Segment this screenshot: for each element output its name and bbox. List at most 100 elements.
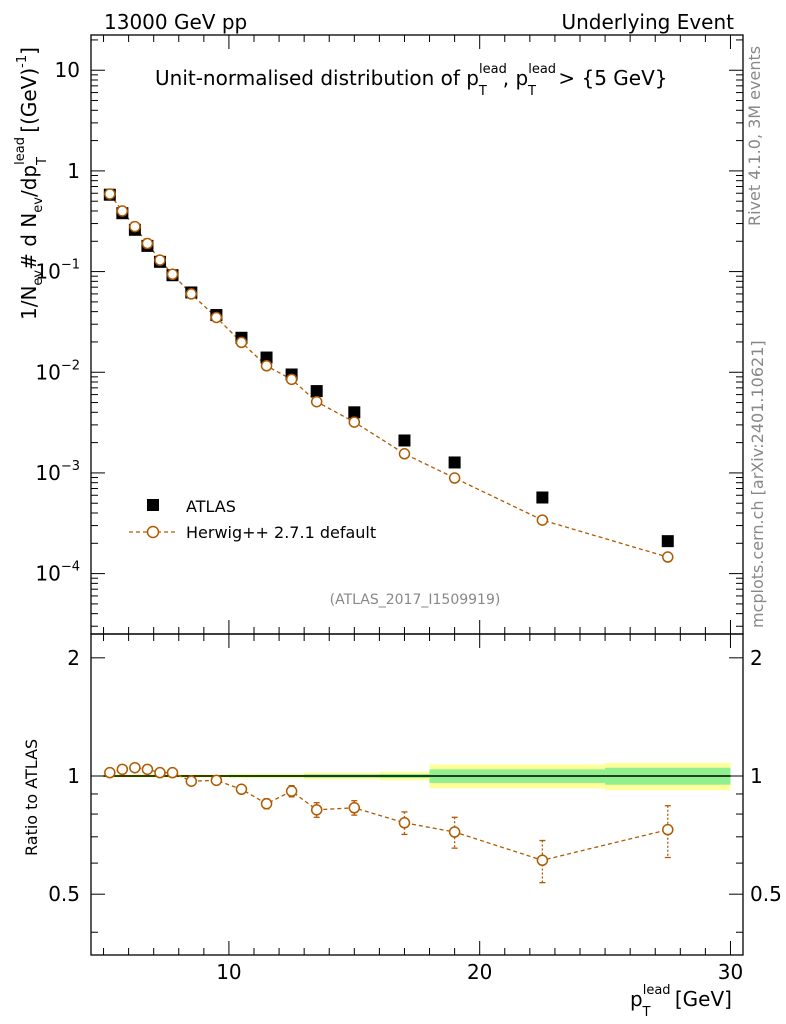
herwig-point bbox=[348, 416, 361, 428]
x-tick-label: 10 bbox=[216, 960, 241, 984]
rivet-label: Rivet 4.1.0, 3M events bbox=[745, 46, 764, 226]
ratio-herwig-point bbox=[260, 797, 273, 810]
main-y-tick-label: 10−1 bbox=[35, 258, 80, 284]
ratio-herwig-point bbox=[310, 804, 323, 816]
main-y-tick-label: 10−3 bbox=[35, 459, 80, 485]
herwig-point bbox=[260, 360, 273, 372]
ratio-herwig-point bbox=[536, 854, 549, 867]
herwig-point bbox=[310, 395, 323, 408]
ylabel-sup-exp: -1 bbox=[15, 55, 30, 68]
main-y-tick-label: 1 bbox=[67, 159, 80, 183]
ratio-y-axis-label: Ratio to ATLAS bbox=[22, 739, 41, 856]
ylabel-e: ] bbox=[17, 47, 41, 55]
ratio-y-tick-label-right: 0.5 bbox=[750, 882, 782, 906]
xlabel-sub: T bbox=[642, 1005, 651, 1020]
main-y-axis-label: 1/Nev# d Nev/dplead T [(GeV)-1] bbox=[13, 47, 50, 320]
herwig-point bbox=[129, 220, 141, 233]
title-sup1: lead bbox=[479, 62, 507, 77]
herwig-point bbox=[116, 205, 129, 217]
tick-base: 10 bbox=[35, 260, 60, 284]
analysis-annotation: (ATLAS_2017_I1509919) bbox=[330, 592, 501, 608]
herwig-point bbox=[141, 237, 154, 250]
legend: ATLAS Herwig++ 2.7.1 default bbox=[129, 497, 376, 542]
tick-exponent: −2 bbox=[61, 358, 80, 373]
mcplots-label: mcplots.cern.ch [arXiv:2401.10621] bbox=[748, 340, 767, 628]
herwig-point bbox=[536, 514, 549, 526]
herwig-point bbox=[166, 268, 179, 281]
herwig-point bbox=[662, 551, 674, 563]
atlas-point bbox=[661, 535, 674, 548]
title-sup2: lead bbox=[528, 62, 556, 77]
ylabel-b: # d N bbox=[17, 213, 41, 270]
ratio-herwig-point bbox=[141, 763, 154, 776]
xlabel-b: [GeV] bbox=[668, 987, 731, 1011]
main-y-tick-label: 10−4 bbox=[35, 560, 80, 586]
x-tick-label: 20 bbox=[467, 960, 492, 984]
ylabel-sup-lead: lead bbox=[13, 137, 28, 165]
main-axis-ticks bbox=[91, 35, 743, 634]
main-y-tick-label: 10 bbox=[55, 58, 80, 82]
ratio-herwig-point bbox=[235, 783, 248, 796]
legend-herwig-label: Herwig++ 2.7.1 default bbox=[186, 523, 376, 542]
title-part-c: > {5 GeV} bbox=[552, 66, 668, 90]
main-y-tick-label: 10−2 bbox=[35, 358, 80, 384]
xlabel-sup: lead bbox=[643, 983, 671, 998]
ratio-herwig-point bbox=[448, 826, 461, 838]
ylabel-c: /dp bbox=[17, 165, 41, 197]
ylabel-sub-t: T bbox=[35, 157, 50, 166]
legend-atlas-marker bbox=[147, 499, 159, 511]
header-left-label: 13000 GeV pp bbox=[104, 10, 247, 34]
ratio-herwig-point bbox=[154, 766, 166, 779]
ratio-herwig-point bbox=[116, 763, 129, 776]
main-frame bbox=[90, 34, 744, 635]
ratio-herwig-point bbox=[398, 817, 411, 829]
atlas-point bbox=[348, 406, 361, 419]
ylabel-d: [(GeV) bbox=[17, 68, 41, 139]
ratio-y-tick-label-right: 1 bbox=[750, 764, 763, 788]
atlas-point bbox=[260, 351, 273, 364]
ratio-herwig-point bbox=[166, 766, 179, 779]
ylabel-a: 1/N bbox=[17, 286, 41, 320]
ratio-herwig-point bbox=[285, 785, 298, 797]
tick-base: 10 bbox=[55, 58, 80, 82]
header-right-label: Underlying Event bbox=[561, 10, 734, 34]
atlas-point bbox=[536, 491, 549, 504]
herwig-point bbox=[154, 254, 166, 266]
ratio-herwig-point bbox=[104, 766, 116, 779]
legend-herwig-marker bbox=[146, 525, 160, 539]
tick-base: 10 bbox=[35, 360, 60, 384]
legend-atlas-label: ATLAS bbox=[186, 497, 236, 516]
title-sub2: T bbox=[527, 84, 536, 99]
ratio-y-tick-label-left: 0.5 bbox=[48, 882, 80, 906]
herwig-point bbox=[210, 311, 223, 324]
tick-exponent: −1 bbox=[61, 258, 80, 273]
ratio-herwig-point bbox=[129, 761, 141, 774]
x-tick-label: 30 bbox=[718, 960, 743, 984]
herwig-point bbox=[285, 373, 298, 386]
herwig-point bbox=[448, 472, 461, 484]
ratio-y-tick-label-right: 2 bbox=[750, 646, 763, 670]
ylabel-sub-ev2: ev bbox=[31, 197, 46, 213]
ratio-herwig-point bbox=[185, 775, 198, 787]
tick-base: 1 bbox=[67, 159, 80, 183]
herwig-points bbox=[104, 188, 674, 563]
herwig-point bbox=[104, 188, 116, 200]
xlabel-a: p bbox=[630, 987, 643, 1011]
ratio-herwig-point bbox=[210, 774, 223, 787]
ratio-y-tick-label-left: 1 bbox=[67, 764, 80, 788]
tick-exponent: −3 bbox=[61, 459, 80, 474]
tick-exponent: −4 bbox=[61, 560, 80, 575]
ratio-herwig-point bbox=[348, 802, 361, 814]
tick-base: 10 bbox=[35, 461, 60, 485]
herwig-point bbox=[185, 288, 198, 300]
main-title: Unit-normalised distribution of plead T, … bbox=[155, 62, 668, 99]
x-tick-labels: 10 20 30 bbox=[216, 960, 743, 984]
ratio-herwig-points bbox=[104, 761, 674, 884]
atlas-point bbox=[310, 385, 323, 398]
ratio-y-tick-labels: 2 2 1 1 0.5 0.5 bbox=[48, 646, 782, 906]
herwig-point bbox=[235, 336, 248, 349]
atlas-point bbox=[448, 456, 461, 469]
ratio-herwig-point bbox=[662, 823, 674, 836]
